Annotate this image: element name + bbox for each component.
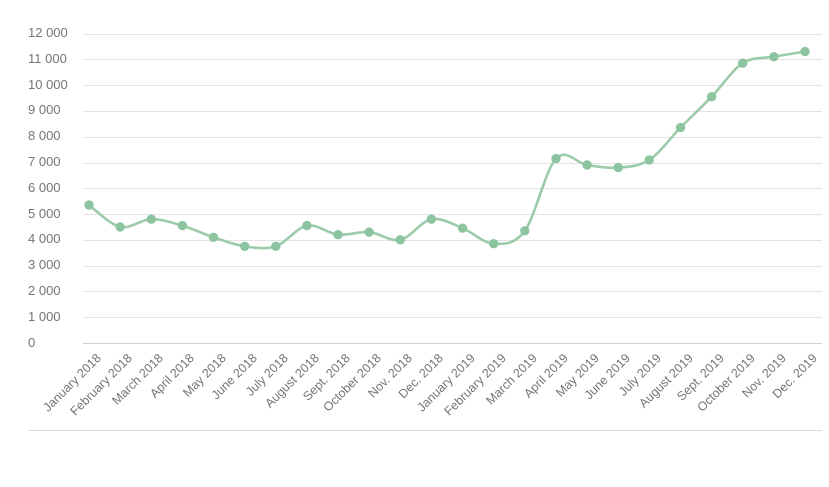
gridline bbox=[83, 59, 822, 61]
data-point bbox=[115, 222, 125, 232]
data-point bbox=[271, 241, 281, 251]
data-point bbox=[613, 162, 623, 173]
data-point bbox=[582, 160, 592, 170]
y-tick-label: 5 000 bbox=[28, 205, 61, 221]
data-point bbox=[302, 220, 312, 231]
y-tick-label: 8 000 bbox=[28, 128, 61, 144]
series-line bbox=[88, 50, 806, 250]
gridline bbox=[83, 110, 822, 112]
gridline bbox=[83, 265, 822, 267]
data-point bbox=[551, 153, 561, 164]
y-tick-label: 2 000 bbox=[28, 282, 61, 298]
y-tick-label: 3 000 bbox=[28, 257, 61, 273]
data-point bbox=[84, 200, 94, 210]
data-point bbox=[706, 92, 717, 102]
y-tick-label: 11 000 bbox=[28, 50, 67, 66]
data-point bbox=[738, 58, 748, 68]
data-point bbox=[769, 52, 779, 62]
data-point bbox=[333, 230, 343, 240]
data-point bbox=[644, 155, 654, 165]
data-point bbox=[457, 223, 468, 233]
series-plot bbox=[84, 46, 810, 251]
data-point bbox=[489, 239, 499, 249]
gridline bbox=[83, 33, 822, 35]
gridline bbox=[83, 162, 822, 164]
gridline bbox=[83, 343, 822, 344]
gridline bbox=[83, 317, 822, 319]
gridline bbox=[83, 214, 822, 215]
data-point bbox=[146, 214, 156, 224]
data-point bbox=[208, 232, 219, 242]
y-tick-label: 0 bbox=[28, 334, 36, 350]
gridline bbox=[83, 239, 822, 241]
y-tick-label: 9 000 bbox=[28, 102, 61, 118]
y-tick-label: 4 000 bbox=[28, 231, 61, 247]
y-tick-label: 6 000 bbox=[28, 179, 61, 195]
gridline bbox=[83, 291, 822, 293]
gridline bbox=[83, 85, 822, 87]
data-point bbox=[177, 220, 188, 231]
data-point bbox=[395, 235, 405, 245]
data-point bbox=[520, 226, 530, 236]
data-point bbox=[364, 227, 374, 237]
y-tick-label: 1 000 bbox=[28, 308, 61, 324]
data-point bbox=[240, 241, 250, 251]
data-point bbox=[675, 122, 686, 133]
y-tick-label: 7 000 bbox=[28, 154, 61, 169]
gridline bbox=[83, 136, 822, 138]
data-point bbox=[426, 214, 437, 224]
gridline bbox=[83, 188, 822, 190]
y-tick-label: 12 000 bbox=[28, 25, 68, 40]
y-tick-label: 10 000 bbox=[28, 76, 68, 92]
data-point bbox=[800, 46, 810, 57]
footer-branding: 维他命安全 kaspersky bbox=[0, 430, 829, 487]
footer-divider bbox=[28, 430, 822, 431]
